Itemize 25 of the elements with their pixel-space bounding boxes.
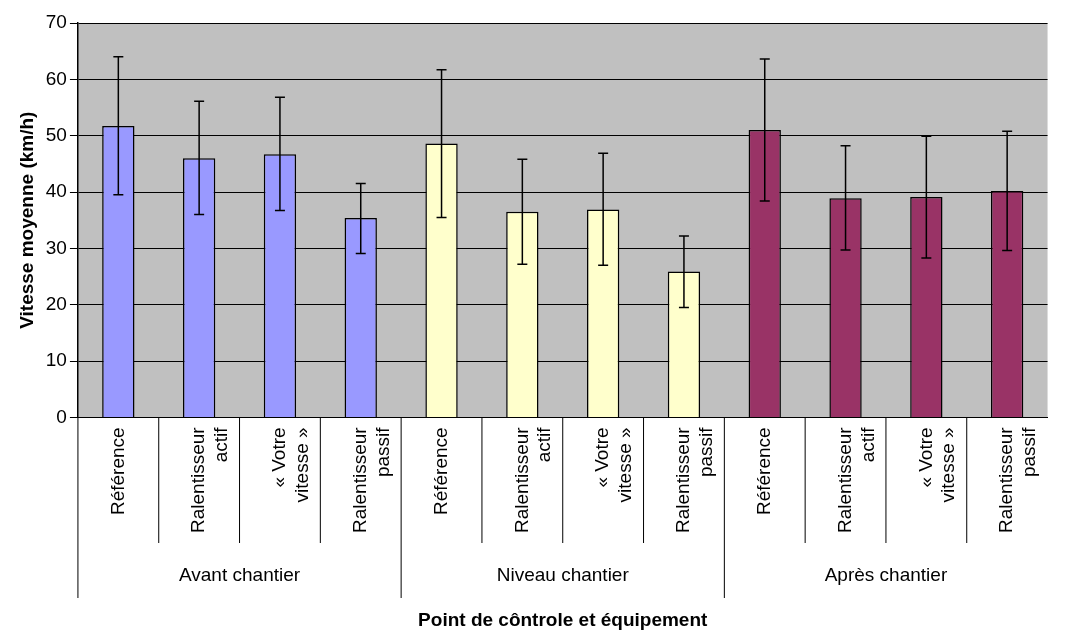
x-tick-label: « Votre vitesse »: [914, 427, 959, 503]
x-tick-label: Référence: [106, 427, 128, 516]
y-tick-label: 50: [45, 123, 67, 145]
x-tick-label: Ralentisseur passif: [672, 426, 716, 534]
y-tick-label: 10: [45, 349, 67, 371]
y-tick-label: 40: [45, 180, 67, 202]
x-tick-label: Ralentisseur actif: [510, 426, 555, 534]
y-axis-title: Vitesse moyenne (km/h): [15, 111, 37, 329]
x-axis-title: Point de côntrole et équipement: [418, 609, 709, 631]
text: Avant chantier: [178, 564, 301, 586]
y-tick-label: 20: [45, 292, 67, 314]
x-tick-label: Référence: [752, 427, 774, 516]
x-tick-label: Ralentisseur passif: [348, 426, 393, 534]
x-tick-label: Référence: [429, 427, 451, 516]
x-tick-label: Ralentisseur actif: [833, 426, 878, 534]
x-tick-label: Ralentisseur passif: [995, 426, 1040, 534]
x-tick-label: « Votre vitesse »: [268, 427, 312, 503]
y-tick-label: 0: [56, 405, 67, 427]
x-tick-label: « Votre vitesse »: [591, 427, 636, 503]
y-tick-label: 70: [45, 11, 67, 33]
x-tick-label: Ralentisseur actif: [187, 426, 232, 534]
text: Après chantier: [824, 564, 948, 586]
y-tick-label: 60: [45, 67, 67, 89]
y-tick-label: 30: [45, 236, 67, 258]
text: Niveau chantier: [496, 564, 630, 586]
